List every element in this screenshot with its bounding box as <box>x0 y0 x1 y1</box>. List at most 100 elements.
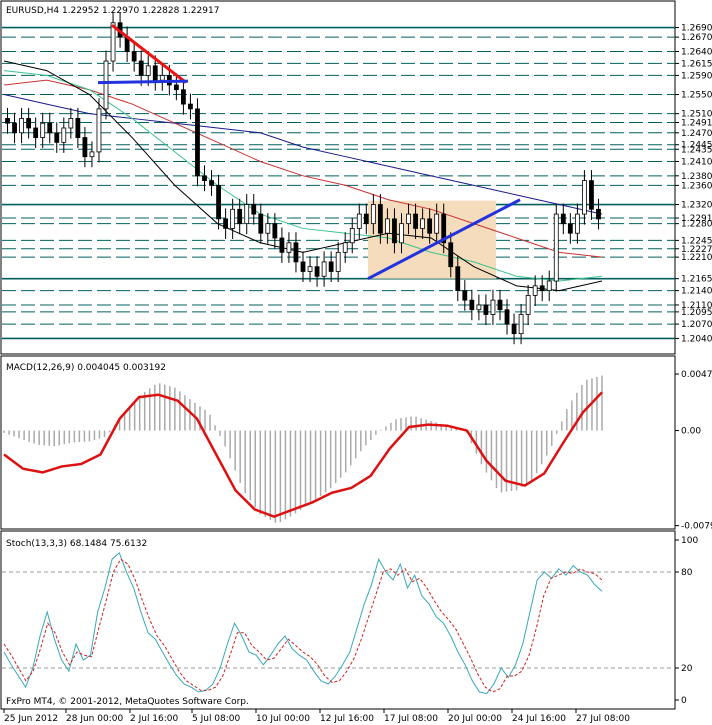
candle-body <box>173 84 179 91</box>
copyright-label: FxPro MT4, © 2001-2012, MetaQuotes Softw… <box>6 697 249 707</box>
price-tick-label: 1.24915 <box>681 119 712 129</box>
price-tick-label: 1.21400 <box>681 287 712 297</box>
stoch-panel-frame <box>0 530 676 710</box>
stoch-panel-title: Stoch(13,3,3) 68.1484 75.6132 <box>6 539 147 549</box>
price-tick-label: 1.24450 <box>681 141 712 151</box>
candle-body <box>321 261 327 277</box>
time-tick-label: 27 Jul 08:00 <box>576 714 630 724</box>
candle-body <box>349 228 355 244</box>
candle-body <box>145 65 151 76</box>
price-tick-label: 1.22275 <box>681 245 712 255</box>
price-tick-label: 1.22917 <box>681 214 712 224</box>
candle-body <box>420 218 426 229</box>
price-tick-label: 1.24100 <box>681 157 712 167</box>
candle-body <box>497 299 503 311</box>
candle-body <box>237 208 243 225</box>
candle-body <box>251 204 257 215</box>
price-tick-label: 1.24700 <box>681 129 712 139</box>
candle-body <box>525 294 531 315</box>
price-tick-label: 1.21650 <box>681 275 712 285</box>
candle-body <box>47 122 53 134</box>
axes: 1.269001.26700 1.26400 1.26150 1.25900 1.255… <box>3 24 712 724</box>
stoch-tick-label: 20 <box>681 664 693 674</box>
candle-body <box>209 180 214 186</box>
candle-body <box>40 122 46 138</box>
candle-body <box>518 314 524 335</box>
candle-body <box>195 108 200 177</box>
candle-body <box>286 242 292 253</box>
macd-tick-label: 0.00 <box>681 427 701 437</box>
candle-body <box>483 304 489 315</box>
candle-body <box>12 122 17 134</box>
candle-body <box>258 213 264 234</box>
candle-body <box>560 213 566 225</box>
candle-body <box>279 237 285 253</box>
candle-body <box>582 180 587 215</box>
candle-body <box>89 151 95 158</box>
candle-body <box>596 208 601 220</box>
candle-body <box>19 118 24 134</box>
price-tick-label: 1.25900 <box>681 71 712 81</box>
price-tick-label: 1.26700 <box>681 33 712 43</box>
macd-panel-title: MACD(12,26,9) 0.004045 0.003192 <box>6 363 166 373</box>
candle-body <box>314 266 320 277</box>
stoch-signal-line <box>3 558 603 693</box>
pattern-zone <box>368 200 496 279</box>
candle-body <box>96 108 102 153</box>
price-tick-label: 1.22100 <box>681 253 712 263</box>
time-tick-label: 12 Jul 16:00 <box>320 714 374 724</box>
macd-tick-label: -0.00795 <box>681 522 712 532</box>
time-tick-label: 2 Jul 16:00 <box>130 714 179 724</box>
candle-body <box>441 213 447 244</box>
candle-body <box>406 213 411 225</box>
price-tick-label: 1.22450 <box>681 236 712 246</box>
price-tick-label: 1.25500 <box>681 91 712 101</box>
candle-body <box>574 213 580 234</box>
candle-body <box>138 60 144 76</box>
price-tick-label: 1.21100 <box>681 301 712 311</box>
price-tick-label: 1.23600 <box>681 181 712 191</box>
price-panel-frame <box>0 0 676 355</box>
candle-body <box>511 323 517 335</box>
candle-body <box>462 290 468 301</box>
price-tick-label: 1.23800 <box>681 172 712 182</box>
candle-body <box>539 285 545 292</box>
time-tick-label: 24 Jul 16:00 <box>512 714 566 724</box>
price-tick-label: 1.25100 <box>681 110 712 120</box>
candle-body <box>342 242 348 253</box>
price-panel <box>2 12 675 345</box>
candle-body <box>188 103 193 110</box>
candle-body <box>202 175 207 182</box>
candle-body <box>265 223 271 234</box>
candle-body <box>300 261 306 272</box>
candle-body <box>546 280 552 292</box>
candle-body <box>356 213 362 229</box>
candle-body <box>448 242 454 268</box>
macd-tick-label: 0.00473 <box>681 370 712 380</box>
time-tick-label: 25 Jun 2012 <box>4 714 58 724</box>
candle-body <box>159 74 165 81</box>
price-panel-title: EURUSD,H4 1.22952 1.22970 1.22828 1.2291… <box>6 6 219 16</box>
trendline-red <box>111 23 187 84</box>
candle-body <box>33 127 39 138</box>
stoch-tick-label: 80 <box>681 568 693 578</box>
candle-body <box>54 132 60 143</box>
candle-body <box>103 60 109 110</box>
price-tick-label: 1.26400 <box>681 47 712 57</box>
candle-body <box>399 223 404 244</box>
candle-body <box>469 299 475 311</box>
candle-body <box>385 218 390 234</box>
candle-body <box>370 204 376 225</box>
candle-body <box>82 137 88 158</box>
price-tick-label: 1.23200 <box>681 201 712 211</box>
candle-body <box>490 299 496 315</box>
candle-body <box>244 204 250 225</box>
candle-body <box>230 208 236 229</box>
candle-body <box>455 266 461 292</box>
candle-body <box>413 213 418 229</box>
candle-body <box>504 309 510 325</box>
candle-body <box>328 261 334 272</box>
stoch-main-line <box>3 551 603 695</box>
